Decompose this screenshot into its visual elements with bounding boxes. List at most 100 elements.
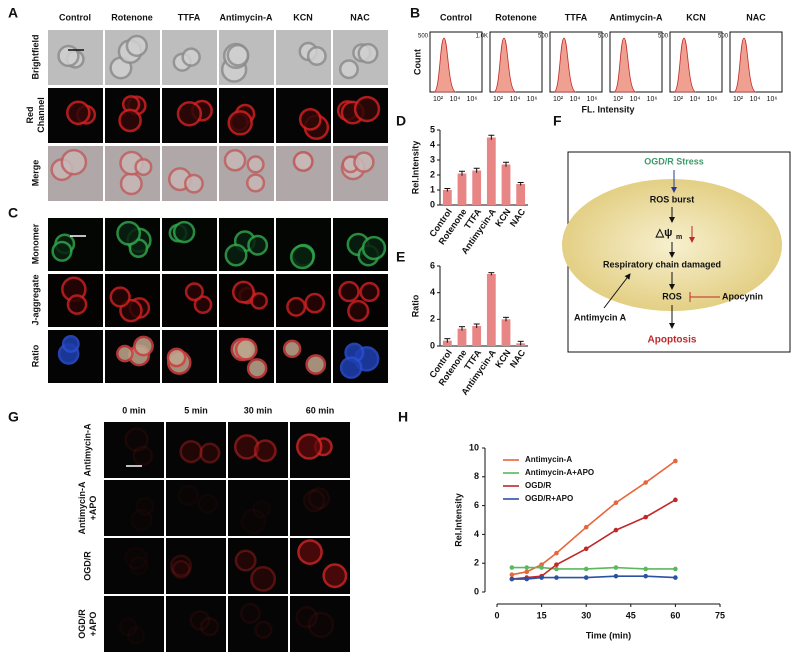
point <box>524 569 530 575</box>
row-label: Ratio <box>30 344 40 367</box>
row-label-line: +APO <box>88 496 98 521</box>
cell <box>361 235 387 261</box>
row-label: OGD/R+APO <box>77 609 98 639</box>
point <box>613 500 619 506</box>
cell <box>116 344 134 363</box>
legend-label: OGD/R+APO <box>525 494 573 503</box>
point <box>583 546 589 552</box>
row-label-line: +APO <box>88 612 98 637</box>
point <box>539 575 544 580</box>
column-header: Rotenone <box>111 12 153 22</box>
bar <box>472 170 482 205</box>
x-tick-label: 10⁴ <box>690 96 701 103</box>
point <box>554 550 559 556</box>
column-header: 5 min <box>184 405 208 415</box>
panel-label: C <box>8 205 18 221</box>
micrograph <box>166 538 226 594</box>
point <box>613 573 619 579</box>
arrow <box>603 273 631 309</box>
micrograph <box>166 596 226 652</box>
y-top-label: 500 <box>658 34 669 40</box>
legend-label: Antimycin-A <box>525 455 572 464</box>
cell <box>306 46 327 66</box>
cell <box>250 565 277 592</box>
x-tick-label: 45 <box>626 610 636 620</box>
column-header: Rotenone <box>495 12 537 22</box>
x-tick-label: NAC <box>508 206 528 228</box>
point <box>509 572 515 578</box>
micrograph <box>104 596 164 652</box>
micrograph <box>290 480 350 536</box>
cell <box>286 296 307 317</box>
point <box>583 575 589 580</box>
series-line <box>511 566 676 570</box>
cell <box>223 149 247 172</box>
bar <box>516 184 526 205</box>
cell <box>298 107 322 131</box>
y-tick-label: 6 <box>430 260 435 270</box>
node: Antimycin A <box>574 312 627 322</box>
x-tick-label: 10⁶ <box>587 96 598 103</box>
row-label-line: Channel <box>36 97 46 133</box>
cell <box>305 354 327 375</box>
cell <box>181 47 201 67</box>
row-label-line: Antimycin-A <box>77 481 87 535</box>
legend-label: Antimycin-A+APO <box>525 468 594 477</box>
histogram <box>613 37 637 93</box>
x-tick-label: 30 <box>581 610 591 620</box>
micrograph <box>166 422 226 478</box>
x-tick-label: 10⁶ <box>647 96 658 103</box>
bar <box>486 274 496 346</box>
cell <box>169 554 193 577</box>
cell <box>240 508 267 535</box>
cell <box>322 563 348 589</box>
cell <box>239 602 261 624</box>
point <box>509 565 515 570</box>
bar <box>442 190 452 205</box>
cell <box>61 335 80 353</box>
micrograph <box>276 330 331 383</box>
row-label: J-aggregate <box>30 274 40 325</box>
x-tick-label: KCN <box>493 207 512 229</box>
cell <box>339 356 363 379</box>
x-tick-label: NAC <box>508 347 528 369</box>
column-header: Control <box>59 12 91 22</box>
cell <box>134 157 153 177</box>
point <box>673 575 678 580</box>
y-top-label: 1.0K <box>476 34 488 40</box>
node: OGD/R Stress <box>644 156 704 166</box>
cell <box>227 110 253 136</box>
column-header: 60 min <box>306 405 335 415</box>
micrograph <box>228 596 288 652</box>
y-tick-label: 4 <box>430 287 435 297</box>
cell <box>302 489 326 513</box>
row-label: Monomer <box>30 223 40 264</box>
y-top-label: 500 <box>718 34 729 40</box>
micrograph <box>104 538 164 594</box>
cell <box>166 347 187 368</box>
y-top-label: 500 <box>538 34 549 40</box>
y-tick-label: 2 <box>430 169 435 179</box>
row-label: Merge <box>30 160 40 187</box>
y-tick-label: 4 <box>430 139 435 149</box>
cell <box>307 611 335 639</box>
panel-label: H <box>398 409 408 425</box>
cell <box>116 220 142 246</box>
node: Apocynin <box>722 291 763 301</box>
cell <box>347 299 370 323</box>
y-tick-label: 3 <box>430 154 435 164</box>
cell <box>129 556 149 576</box>
cell <box>60 148 88 176</box>
cell <box>246 173 266 193</box>
y-tick-label: 0 <box>430 340 435 350</box>
y-tick-label: 1 <box>430 184 435 194</box>
cell <box>292 150 314 173</box>
cell <box>133 335 154 357</box>
x-tick-label: KCN <box>493 348 512 370</box>
y-top-label: 500 <box>598 34 609 40</box>
micrograph <box>228 538 288 594</box>
point <box>509 576 515 582</box>
cell <box>307 487 331 510</box>
cell <box>297 539 323 565</box>
panel-label: A <box>8 5 18 21</box>
